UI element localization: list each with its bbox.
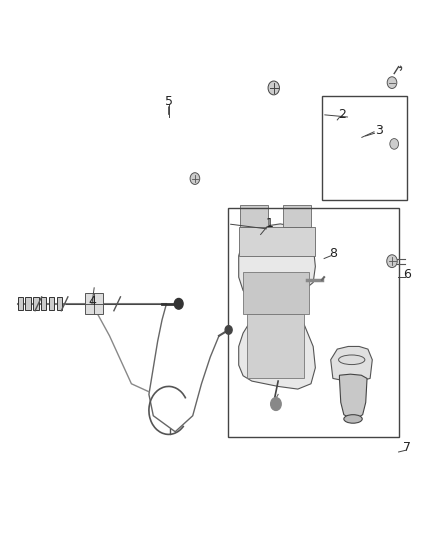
Bar	[57, 297, 62, 310]
Circle shape	[387, 255, 397, 268]
Circle shape	[387, 77, 397, 88]
Ellipse shape	[344, 415, 362, 423]
Bar	[247, 314, 304, 378]
Bar	[243, 272, 309, 314]
Bar	[228, 208, 399, 437]
Bar	[240, 205, 268, 227]
Circle shape	[268, 81, 279, 95]
Bar	[49, 297, 54, 310]
Text: 2: 2	[338, 108, 346, 121]
Bar	[41, 297, 46, 310]
Text: 3: 3	[375, 124, 383, 137]
Circle shape	[174, 298, 183, 309]
Bar	[322, 96, 407, 200]
Bar	[33, 297, 39, 310]
PathPatch shape	[239, 224, 315, 389]
Text: 6: 6	[403, 268, 411, 281]
Circle shape	[190, 173, 200, 184]
Text: 4: 4	[88, 295, 96, 308]
PathPatch shape	[331, 346, 372, 381]
Bar	[18, 297, 23, 310]
Circle shape	[225, 326, 232, 334]
Text: 5: 5	[165, 95, 173, 108]
Circle shape	[271, 398, 281, 410]
PathPatch shape	[239, 227, 315, 256]
Bar	[25, 297, 31, 310]
Text: 8: 8	[329, 247, 337, 260]
Circle shape	[390, 139, 399, 149]
Text: 1: 1	[265, 217, 273, 230]
Bar	[283, 205, 311, 227]
PathPatch shape	[339, 374, 367, 418]
Ellipse shape	[339, 355, 365, 365]
Text: 7: 7	[403, 441, 411, 454]
Bar	[85, 293, 103, 314]
